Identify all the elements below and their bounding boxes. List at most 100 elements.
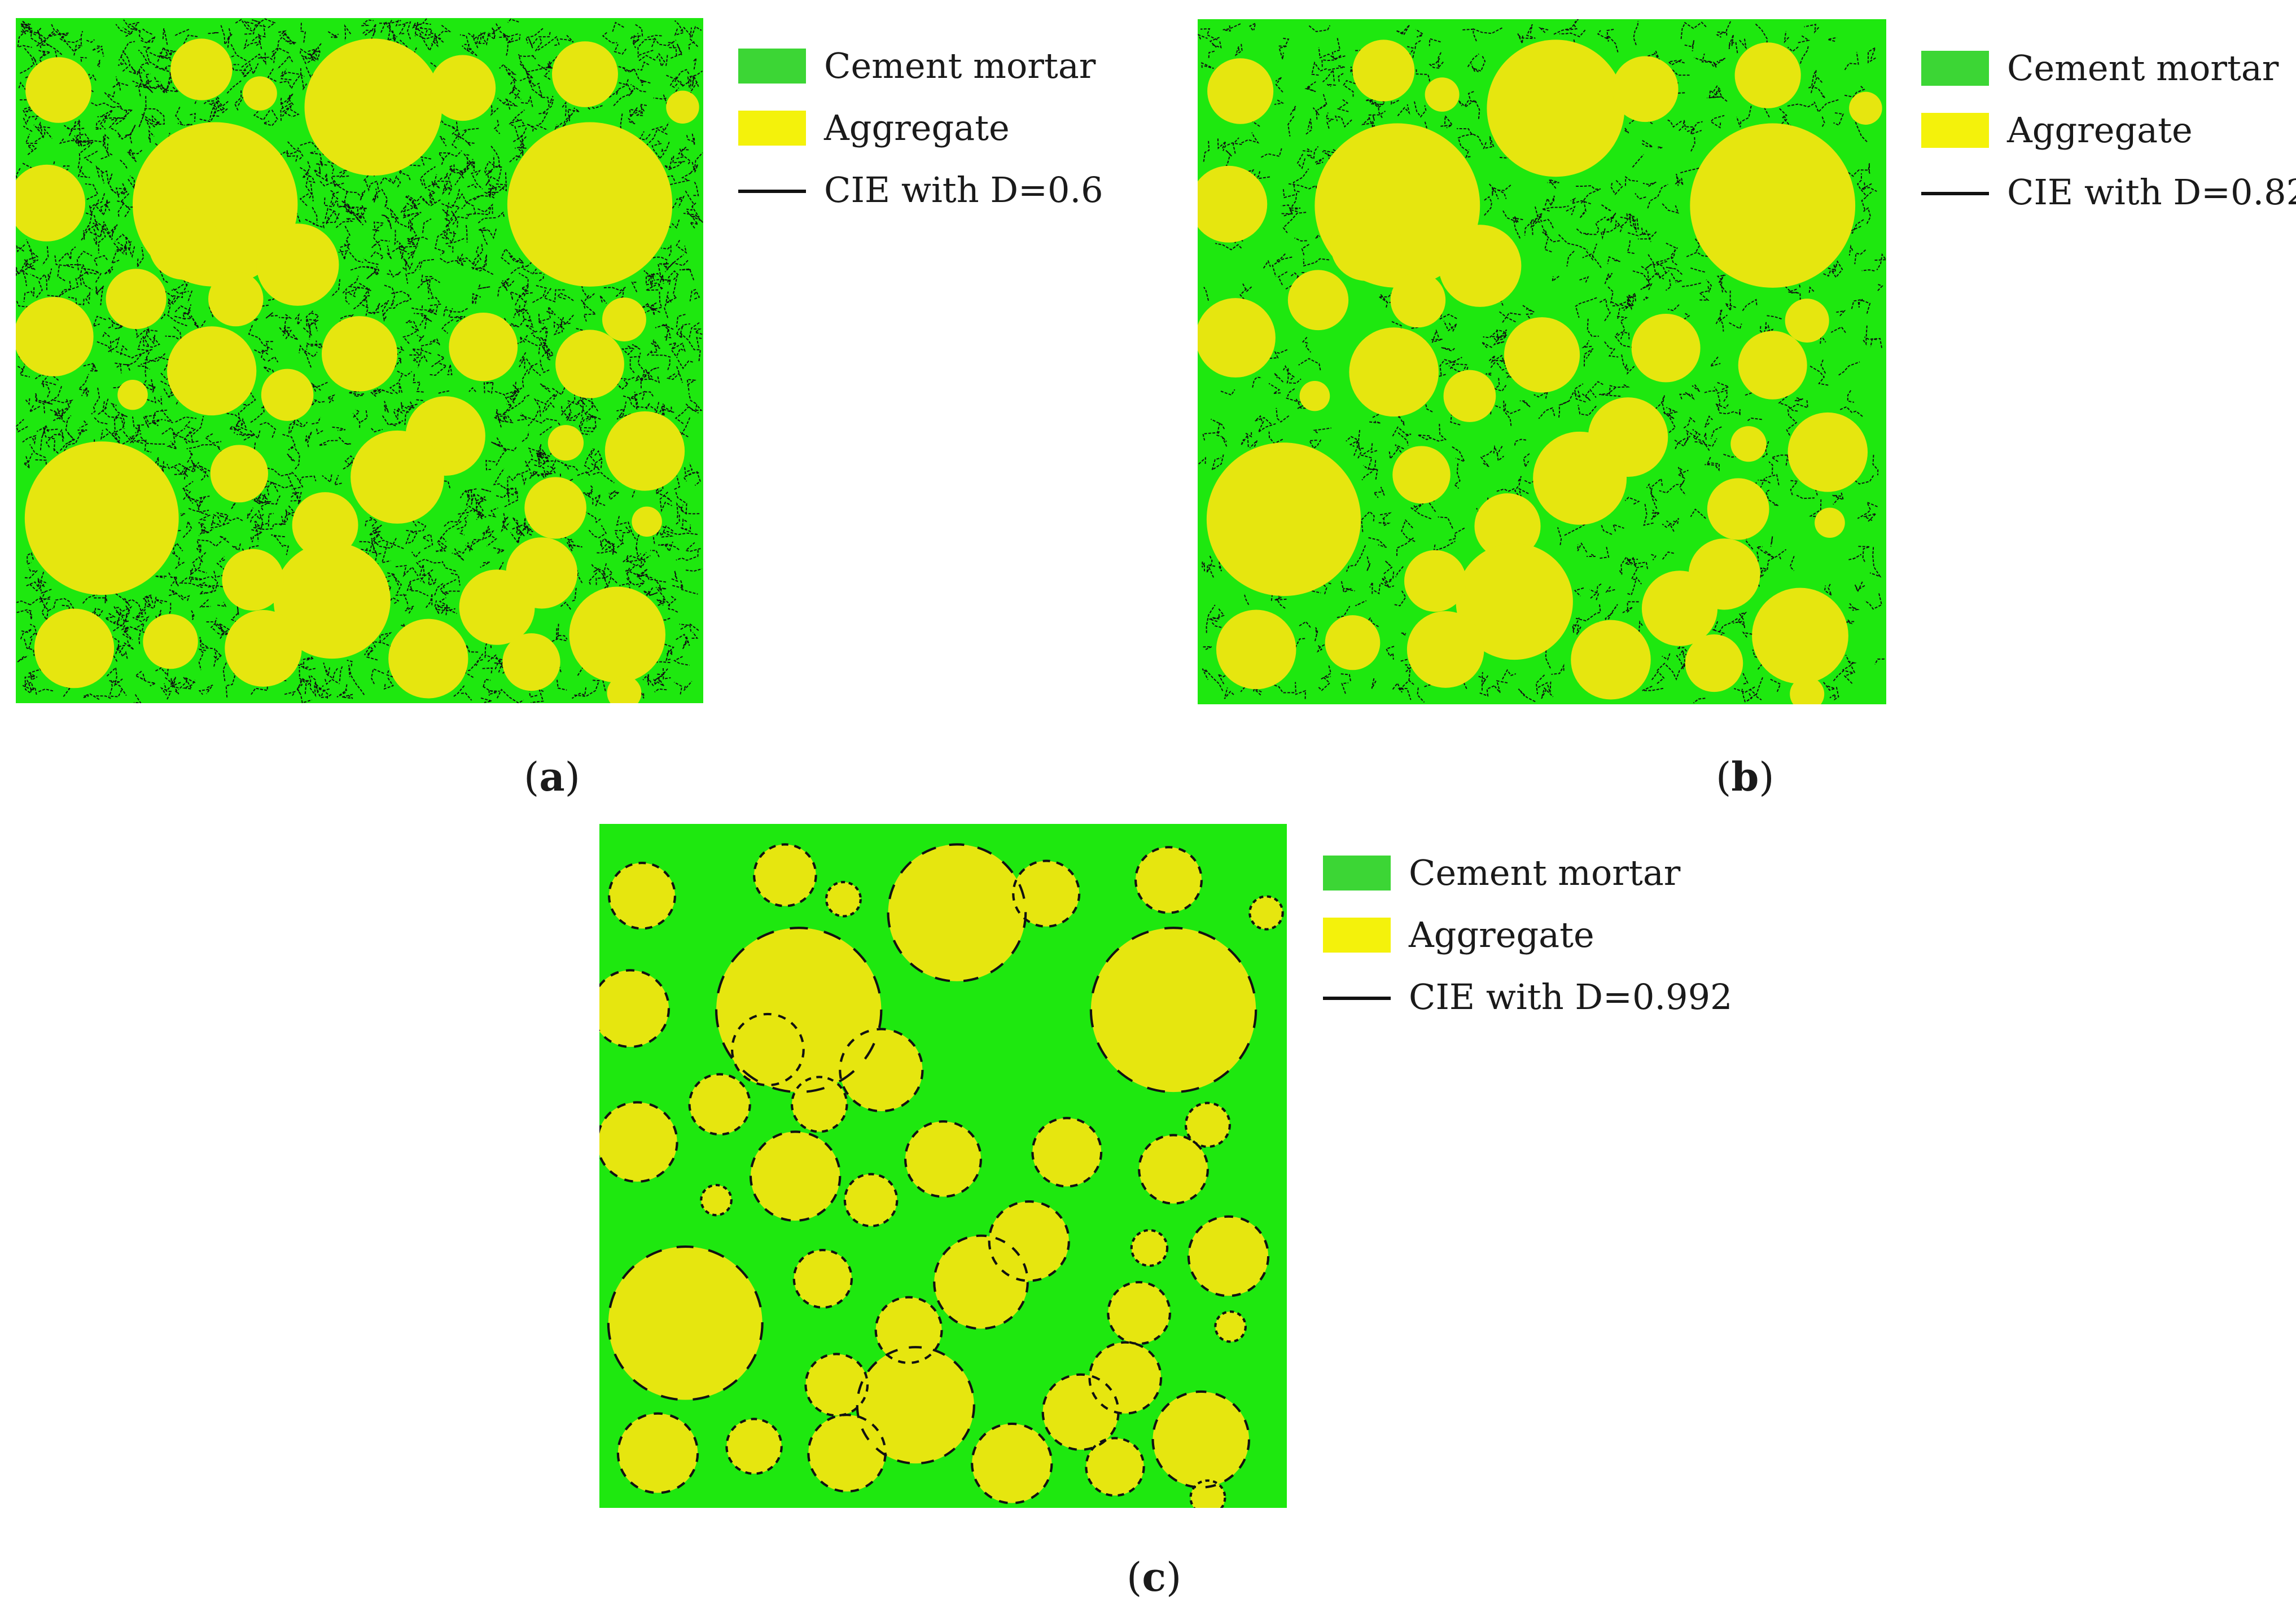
cohesive-crack (441, 187, 461, 209)
cohesive-crack (626, 555, 651, 563)
cohesive-crack (1784, 31, 1790, 43)
cohesive-crack (599, 295, 607, 304)
cohesive-crack (1483, 196, 1492, 216)
cohesive-crack (316, 428, 323, 435)
cohesive-crack (242, 434, 255, 441)
cohesive-crack (63, 429, 84, 454)
cohesive-crack (1838, 361, 1860, 376)
cohesive-crack (488, 184, 497, 197)
cohesive-crack (93, 416, 108, 425)
cohesive-crack (27, 679, 37, 695)
cohesive-crack (357, 686, 366, 696)
aggregate-particle (1325, 615, 1381, 670)
cohesive-crack (1504, 403, 1521, 414)
cohesive-crack (361, 19, 374, 27)
cohesive-crack (1575, 297, 1597, 318)
cohesive-crack (1847, 390, 1855, 403)
cohesive-crack (509, 255, 523, 264)
cohesive-crack (430, 198, 441, 207)
cohesive-crack (419, 564, 426, 577)
cohesive-crack (1830, 326, 1846, 334)
cohesive-crack (686, 463, 693, 472)
cohesive-crack (691, 631, 699, 639)
cohesive-crack (113, 414, 120, 430)
cohesive-crack (540, 93, 550, 107)
caption-a: (a) (524, 757, 580, 797)
cohesive-crack (1483, 329, 1506, 339)
cohesive-crack (126, 150, 143, 163)
cohesive-crack (336, 684, 348, 698)
cohesive-crack (144, 415, 160, 425)
cohesive-crack (1334, 115, 1352, 128)
cohesive-crack (1295, 398, 1313, 409)
aggregate-particle (972, 1423, 1052, 1503)
cohesive-crack (676, 550, 699, 561)
cohesive-crack (327, 31, 340, 38)
aggregate-swatch (1323, 918, 1391, 953)
legend-label-aggregate: Aggregate (824, 107, 1010, 148)
cohesive-crack (108, 317, 113, 329)
cohesive-crack (616, 526, 632, 549)
cohesive-crack (330, 191, 339, 207)
cohesive-crack (384, 284, 396, 306)
cohesive-crack (148, 384, 156, 394)
cohesive-crack (380, 300, 389, 322)
cohesive-crack (173, 466, 187, 476)
cohesive-crack (1368, 110, 1386, 116)
cohesive-crack (1839, 406, 1864, 418)
cohesive-crack (444, 507, 468, 527)
cohesive-crack (431, 24, 452, 45)
cohesive-crack (1686, 251, 1711, 257)
cohesive-crack (1241, 433, 1249, 448)
cohesive-crack (1804, 24, 1820, 34)
cohesive-crack (305, 177, 314, 201)
cohesive-crack (413, 372, 424, 393)
aggregate-particle (604, 411, 685, 491)
aggregate-particle (1349, 327, 1439, 417)
cohesive-crack (676, 514, 680, 525)
aggregate-particle (524, 477, 586, 539)
cohesive-crack (344, 24, 352, 41)
cohesive-crack (1396, 24, 1410, 36)
cohesive-crack (366, 650, 378, 661)
cohesive-crack (214, 622, 230, 635)
cohesive-crack (1629, 117, 1653, 125)
aggregate-particle (166, 326, 257, 416)
cohesive-crack (415, 559, 444, 568)
cohesive-crack (466, 159, 475, 172)
cohesive-crack (189, 568, 209, 581)
cohesive-crack (344, 191, 359, 216)
cohesive-crack (173, 288, 189, 295)
cohesive-crack (180, 594, 190, 601)
cohesive-crack (1373, 486, 1385, 498)
cohesive-crack (137, 608, 146, 618)
cohesive-crack (347, 659, 353, 666)
cohesive-crack (519, 352, 527, 369)
cohesive-crack (261, 109, 278, 126)
cohesive-crack (414, 313, 427, 330)
cohesive-crack (243, 39, 261, 50)
cohesive-crack (144, 73, 151, 82)
cohesive-crack (208, 101, 220, 117)
cohesive-crack (1574, 587, 1584, 596)
cohesive-crack (560, 602, 572, 610)
cohesive-crack (386, 670, 401, 678)
cohesive-crack (471, 169, 483, 190)
cohesive-crack (253, 348, 266, 361)
cohesive-crack (668, 157, 683, 170)
aggregate-particle (16, 297, 94, 376)
cohesive-crack (1361, 511, 1375, 532)
cohesive-crack (458, 508, 477, 515)
cohesive-crack (1327, 65, 1345, 71)
cohesive-crack (16, 600, 31, 606)
cohesive-crack (1249, 440, 1258, 449)
cohesive-crack (1649, 270, 1670, 281)
cohesive-crack (384, 401, 389, 413)
cohesive-crack (1641, 140, 1653, 148)
cohesive-crack (1286, 368, 1302, 384)
cohesive-crack (1824, 584, 1833, 597)
aggregate-particle (350, 430, 444, 524)
cohesive-crack (54, 406, 71, 420)
interface-crack (1085, 1437, 1145, 1497)
cohesive-crack (1848, 603, 1855, 609)
